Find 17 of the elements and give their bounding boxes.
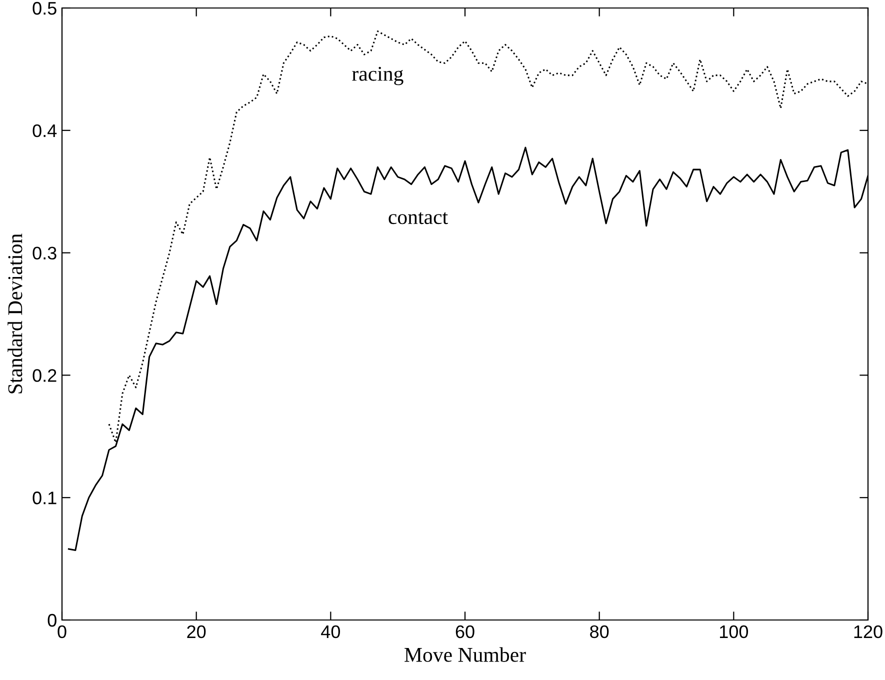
x-tick-label: 100 [720, 625, 748, 638]
y-tick-label: 0.4 [32, 124, 57, 138]
x-axis-title: Move Number [404, 647, 526, 662]
y-tick-label: 0.3 [32, 246, 56, 260]
y-tick-label: 0 [48, 614, 56, 627]
x-tick-label: 0 [58, 625, 66, 638]
y-tick-label: 0.2 [32, 369, 56, 382]
x-tick-label: 20 [187, 625, 206, 638]
x-tick-label: 60 [456, 625, 474, 638]
y-tick-label: 0.5 [32, 2, 56, 15]
series-label: racing [352, 66, 404, 86]
x-tick-label: 80 [590, 625, 609, 638]
series-label: contact [388, 212, 448, 224]
x-tick-label: 120 [854, 625, 882, 638]
x-tick-label: 40 [321, 625, 340, 638]
y-tick-label: 0.1 [32, 492, 56, 504]
y-axis-title: Standard Deviation [8, 234, 22, 394]
